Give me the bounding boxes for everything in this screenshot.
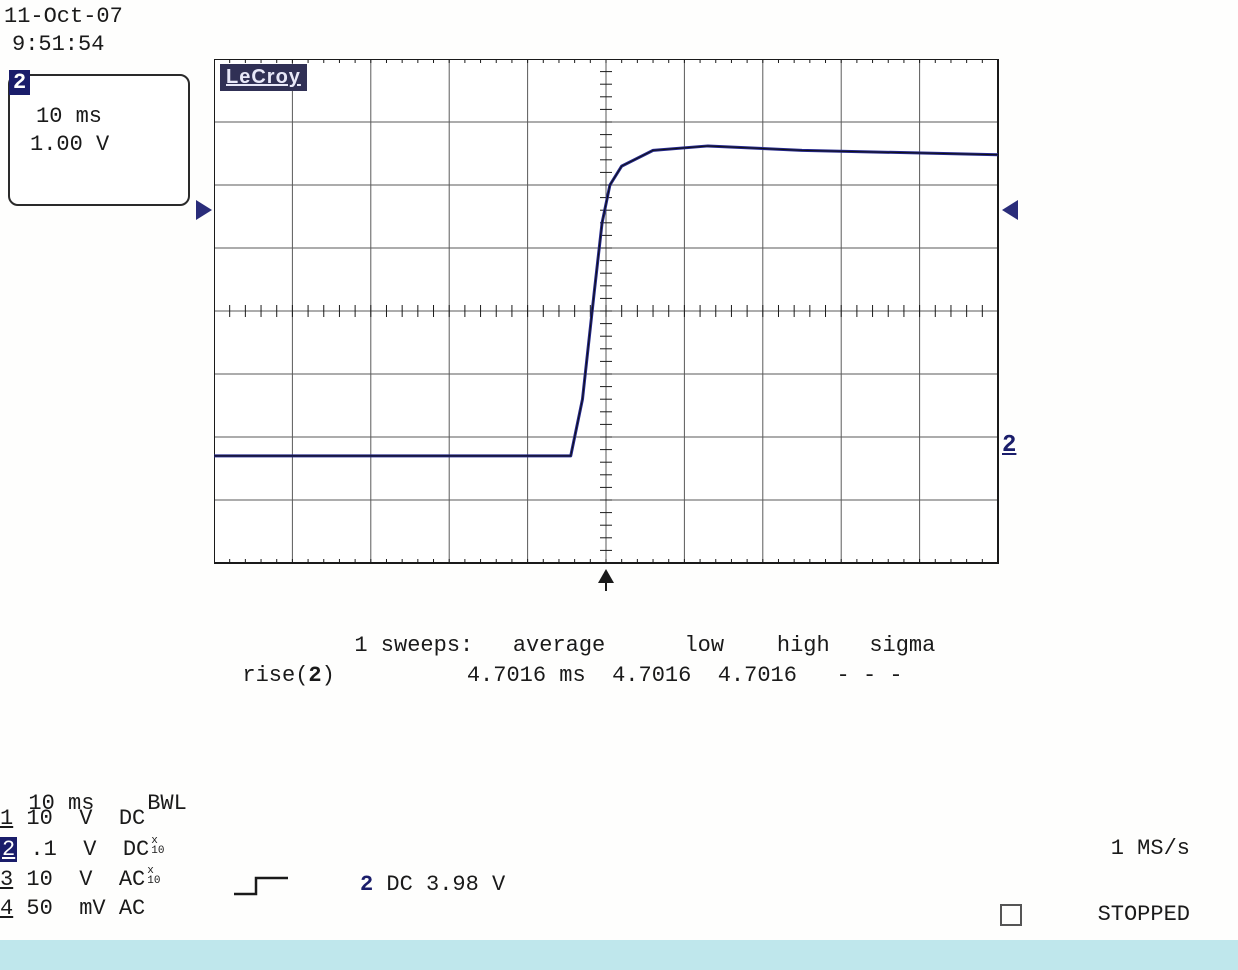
measure-high: 4.7016 bbox=[718, 663, 797, 688]
ch1-unit: V bbox=[79, 806, 92, 831]
dc-offset-readout: 2 DC 3.98 V bbox=[360, 872, 505, 897]
dc-coupling: DC bbox=[386, 872, 412, 897]
ch4-vdiv: 50 bbox=[26, 896, 52, 921]
measure-channel: 2 bbox=[308, 663, 321, 688]
footer-strip bbox=[0, 940, 1238, 970]
ch4-unit: mV bbox=[79, 896, 105, 921]
measure-name: rise bbox=[242, 663, 295, 688]
dc-channel: 2 bbox=[360, 872, 373, 897]
ch2-vdiv: .1 bbox=[30, 837, 56, 862]
capture-date: 11-Oct-07 bbox=[4, 4, 123, 29]
trigger-edge-icon bbox=[232, 872, 292, 900]
ch4-number: 4 bbox=[0, 896, 13, 921]
measure-avg: 4.7016 ms bbox=[467, 663, 586, 688]
info-vdiv: 1.00 V bbox=[30, 132, 109, 157]
ch2-coupling: DC bbox=[123, 837, 149, 862]
ch1-vdiv: 10 bbox=[26, 806, 52, 831]
trigger-marker-right-icon bbox=[1002, 200, 1018, 220]
bwl-label: BWL bbox=[147, 791, 187, 816]
ch1-number: 1 bbox=[0, 806, 13, 831]
channel-row-4: 4 50 mV AC bbox=[0, 896, 145, 921]
capture-time: 9:51:54 bbox=[12, 32, 104, 57]
ch1-coupling: DC bbox=[119, 806, 145, 831]
ch3-x10-icon: x10 bbox=[147, 866, 160, 886]
ch3-coupling: AC bbox=[119, 867, 145, 892]
sample-rate: 1 MS/s bbox=[1111, 836, 1190, 861]
ch2-ground-label: 2 bbox=[1002, 432, 1016, 459]
channel-row-2: 2 .1 V DCx10 bbox=[0, 836, 164, 862]
measure-low: 4.7016 bbox=[612, 663, 691, 688]
measure-sigma: - - - bbox=[837, 663, 903, 688]
channel-info-box: 2 10 ms 1.00 V bbox=[8, 74, 190, 206]
scope-plot bbox=[214, 59, 1000, 565]
dc-value: 3.98 V bbox=[426, 872, 505, 897]
ch3-vdiv: 10 bbox=[26, 867, 52, 892]
info-timebase: 10 ms bbox=[36, 104, 102, 129]
ch2-number: 2 bbox=[0, 837, 17, 862]
run-state-label: STOPPED bbox=[1098, 902, 1190, 927]
channel-badge: 2 bbox=[9, 70, 30, 95]
ch4-coupling: AC bbox=[119, 896, 145, 921]
ch3-number: 3 bbox=[0, 867, 13, 892]
ch2-unit: V bbox=[83, 837, 96, 862]
measure-row-rise: rise(2) 4.7016 ms 4.7016 4.7016 - - - bbox=[216, 638, 903, 688]
brand-logo: LeCroy bbox=[220, 64, 307, 91]
run-state-icon bbox=[1000, 904, 1022, 926]
trigger-time-arrow-stem bbox=[605, 581, 607, 591]
ch2-x10-icon: x10 bbox=[151, 836, 164, 856]
channel-row-1: 1 10 V DC bbox=[0, 806, 145, 831]
trigger-marker-left-icon bbox=[196, 200, 212, 220]
ch3-unit: V bbox=[79, 867, 92, 892]
channel-row-3: 3 10 V ACx10 bbox=[0, 866, 160, 892]
